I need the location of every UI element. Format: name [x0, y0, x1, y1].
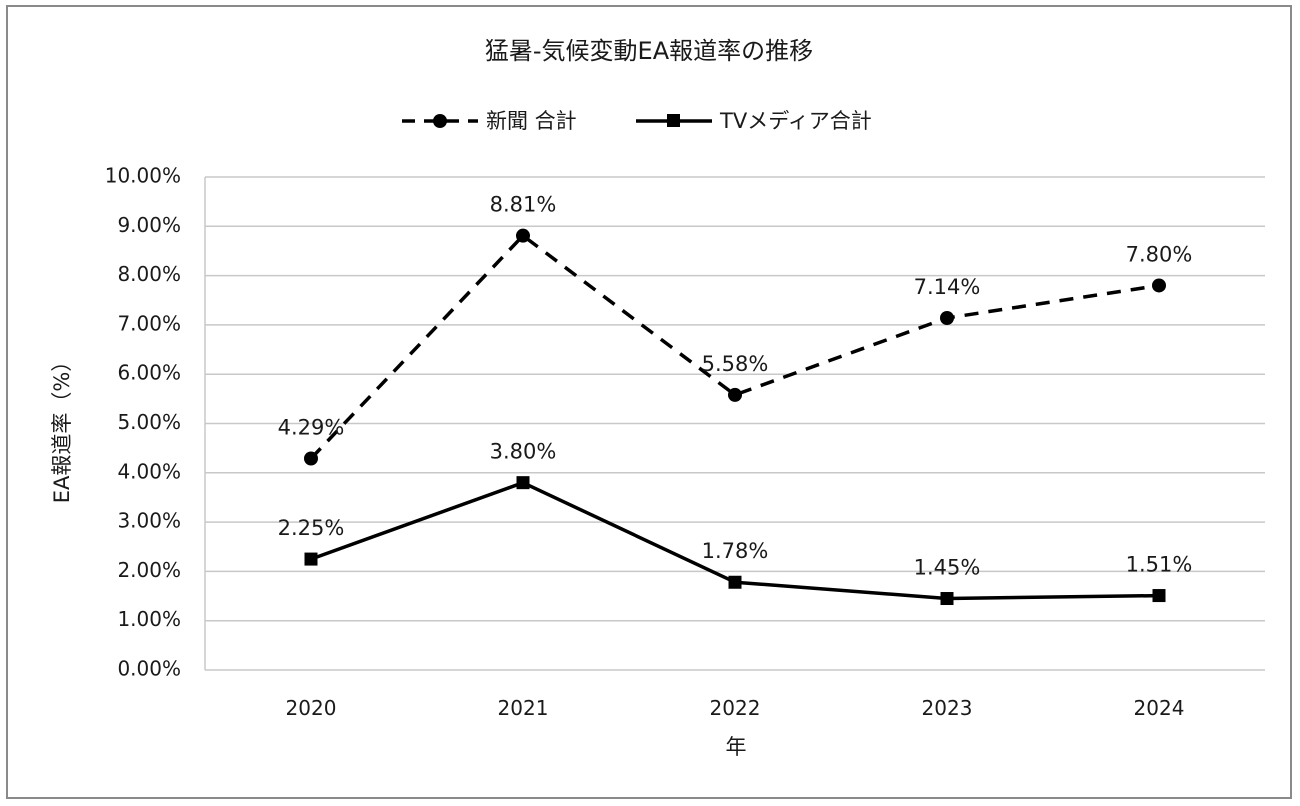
series-tv-point [728, 575, 742, 589]
newspaper-data-label: 5.58% [702, 352, 769, 376]
y-tick-label: 2.00% [117, 558, 181, 582]
series-tv-point [1152, 589, 1166, 603]
data-labels: 4.29% 8.81% 5.58% 7.14% 7.80% 2.25% 3.80% 1.78%… [278, 193, 1193, 580]
legend-item-tv: TVメディア合計 [636, 109, 872, 133]
series-tv-point [516, 476, 530, 490]
legend-tv-marker [667, 114, 680, 127]
legend: 新聞 合計 TVメディア合計 [402, 109, 872, 133]
series-newspaper-point [940, 310, 954, 325]
x-tick-label: 2020 [286, 696, 337, 720]
x-tick-label: 2022 [710, 696, 761, 720]
series-newspaper-point [304, 451, 318, 466]
legend-item-newspaper: 新聞 合計 [402, 109, 577, 133]
y-tick-label: 7.00% [117, 311, 181, 335]
tv-data-label: 1.45% [914, 556, 981, 580]
y-tick-label: 0.00% [117, 657, 181, 681]
line-chart: 猛暑-気候変動EA報道率の推移 新聞 合計 TVメディア合計 0.00% 1.00… [50, 37, 1265, 759]
series-newspaper-point [1152, 278, 1166, 293]
series-tv-point [940, 592, 954, 606]
tv-data-label: 1.51% [1126, 553, 1193, 577]
y-tick-label: 1.00% [117, 607, 181, 631]
y-tick-label: 4.00% [117, 459, 181, 483]
y-tick-label: 6.00% [117, 361, 181, 385]
x-tick-label: 2024 [1134, 696, 1185, 720]
newspaper-data-label: 8.81% [490, 193, 557, 217]
series-tv-point [304, 552, 318, 566]
series [304, 228, 1166, 606]
legend-newspaper-marker [433, 114, 447, 128]
y-tick-label: 8.00% [117, 262, 181, 286]
y-tick-label: 5.00% [117, 410, 181, 434]
y-tick-label: 3.00% [117, 509, 181, 533]
y-tick-label: 10.00% [105, 164, 181, 188]
x-tick-label: 2021 [498, 696, 549, 720]
x-tick-label: 2023 [922, 696, 973, 720]
tv-data-label: 3.80% [490, 440, 557, 464]
y-axis-title: EA報道率（%） [50, 351, 74, 504]
y-axis-ticks: 0.00% 1.00% 2.00% 3.00% 4.00% 5.00% 6.00% 7.00%… [105, 164, 181, 681]
y-tick-label: 9.00% [117, 213, 181, 237]
legend-tv-label: TVメディア合計 [719, 109, 872, 133]
tv-data-label: 2.25% [278, 516, 345, 540]
series-newspaper-point [728, 387, 742, 402]
series-newspaper-line [309, 233, 1160, 460]
x-axis-title: 年 [726, 735, 747, 759]
series-newspaper-point [516, 228, 530, 243]
gridlines [204, 176, 1265, 671]
chart-frame: 猛暑-気候変動EA報道率の推移 新聞 合計 TVメディア合計 0.00% 1.00… [6, 5, 1292, 799]
legend-newspaper-label: 新聞 合計 [486, 109, 577, 133]
newspaper-data-label: 7.80% [1126, 242, 1193, 266]
newspaper-data-label: 7.14% [914, 275, 981, 299]
tv-data-label: 1.78% [702, 539, 769, 563]
chart-title: 猛暑-気候変動EA報道率の推移 [485, 37, 813, 65]
x-axis-ticks: 2020 2021 2022 2023 2024 [286, 696, 1185, 720]
newspaper-data-label: 4.29% [278, 416, 345, 440]
